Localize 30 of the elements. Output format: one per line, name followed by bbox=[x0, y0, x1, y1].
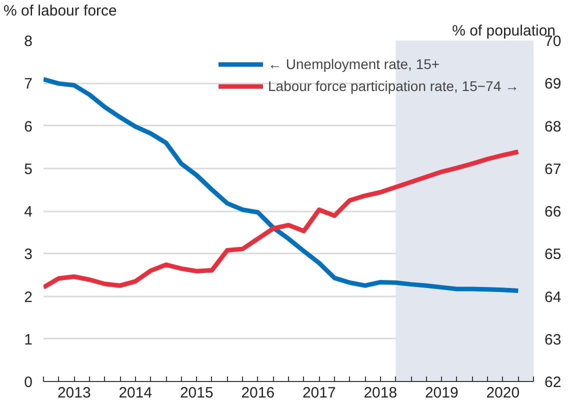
x-tick-label: 2013 bbox=[57, 384, 91, 402]
x-tick-label: 2017 bbox=[302, 384, 336, 402]
x-tick-label: 2020 bbox=[486, 384, 520, 402]
y2-tick-label: 66 bbox=[544, 204, 562, 220]
x-tick-label: 2016 bbox=[241, 384, 275, 402]
y2-tick-label: 69 bbox=[544, 76, 562, 93]
y-tick-label: 6 bbox=[24, 118, 32, 136]
legend-label: Labour force participation rate, 15−74 → bbox=[268, 78, 519, 94]
x-tick-label: 2015 bbox=[180, 384, 214, 402]
y2-tick-label: 67 bbox=[544, 160, 562, 178]
line-series bbox=[44, 150, 520, 290]
y-tick-label: 1 bbox=[24, 331, 32, 348]
line-series bbox=[44, 77, 520, 293]
legend-label: ← Unemployment rate, 15+ bbox=[268, 56, 440, 72]
x-tick-label: 2014 bbox=[118, 384, 152, 402]
y-tick-label: 7 bbox=[24, 76, 32, 93]
y-tick-label: 5 bbox=[24, 160, 32, 178]
x-tick-label: 2018 bbox=[364, 384, 398, 402]
y2-tick-label: 62 bbox=[544, 374, 562, 391]
y2-tick-label: 68 bbox=[544, 118, 562, 136]
y2-tick-label: 63 bbox=[544, 331, 562, 348]
x-tick-label: 2019 bbox=[424, 384, 458, 402]
y-tick-label: 2 bbox=[24, 288, 32, 306]
y-tick-label: 8 bbox=[24, 33, 32, 50]
y2-tick-label: 65 bbox=[544, 246, 562, 264]
y-tick-label: 3 bbox=[24, 246, 32, 264]
y-tick-label: 0 bbox=[24, 374, 32, 391]
y2-tick-label: 64 bbox=[544, 288, 562, 306]
y-axis-title: % of labour force bbox=[4, 2, 117, 20]
y-tick-label: 4 bbox=[24, 204, 32, 220]
